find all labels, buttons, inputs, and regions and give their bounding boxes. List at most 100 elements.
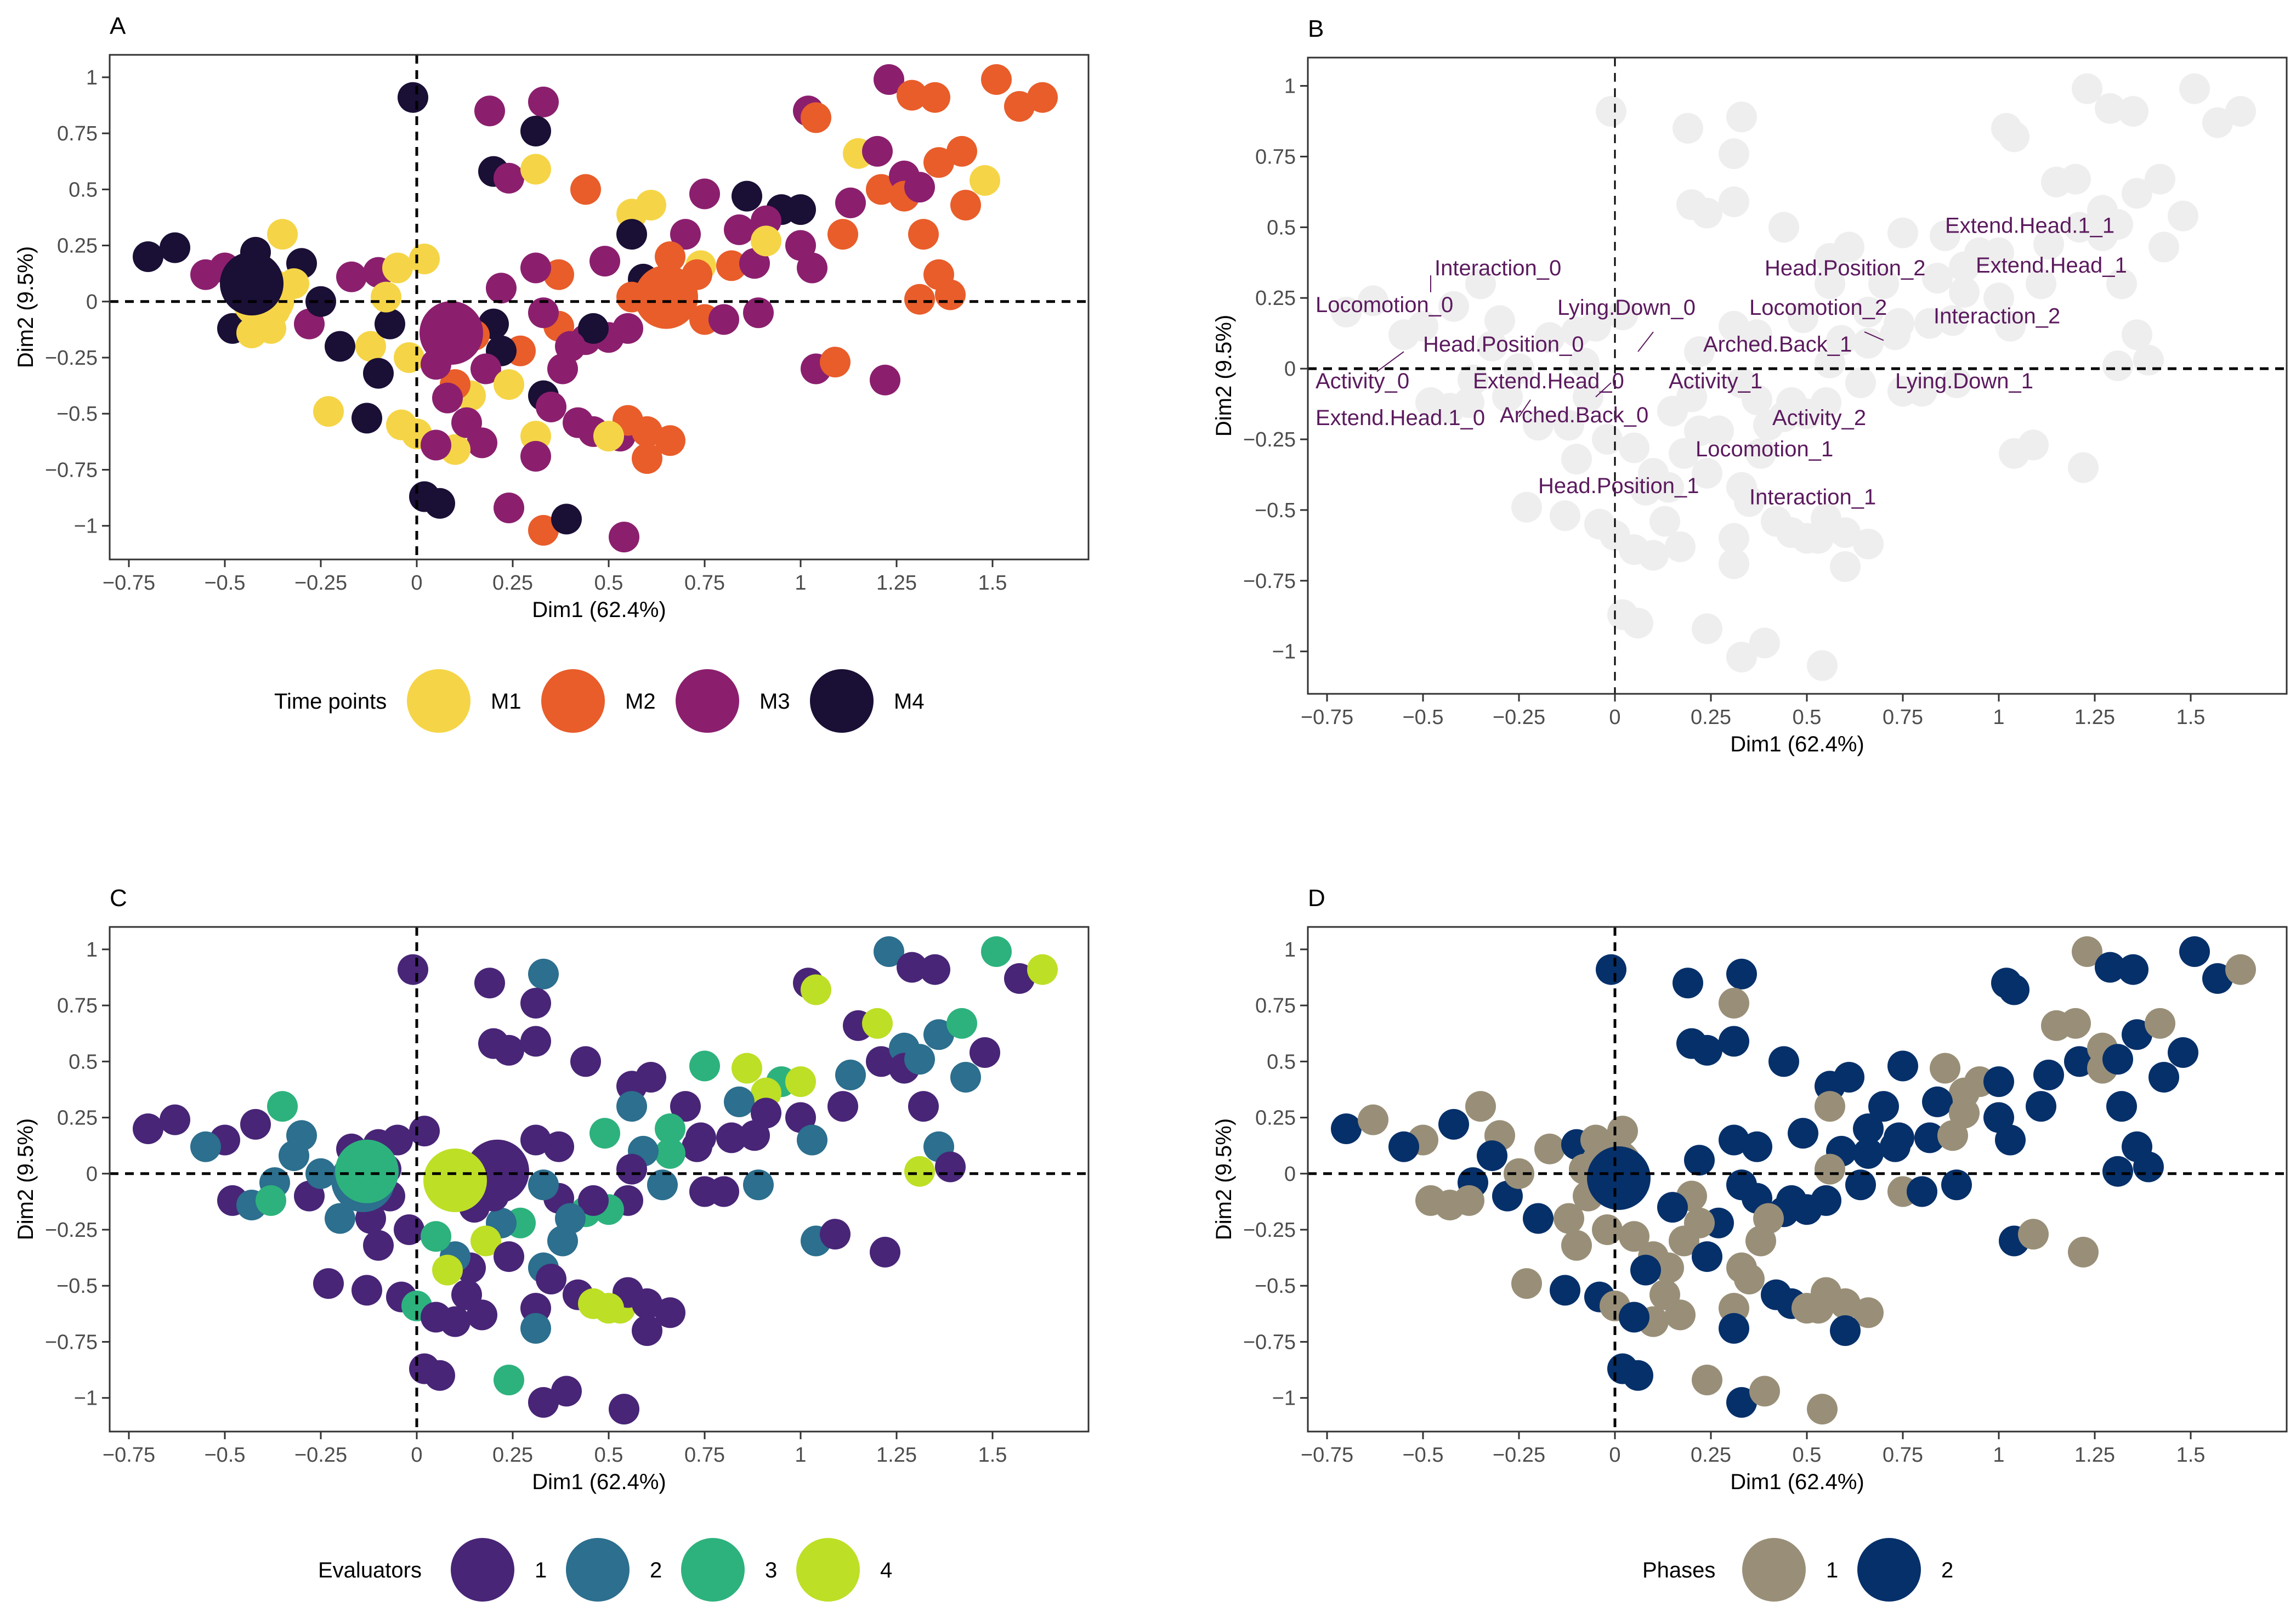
y-tick-label: −0.5 [1255,499,1296,522]
data-point [421,1302,451,1333]
background-point [1630,474,1661,506]
background-point [1726,101,1757,133]
legend-label: M4 [894,689,925,714]
data-point [528,86,559,117]
data-point [2068,1236,2099,1268]
y-tick-label: −0.25 [45,1219,98,1242]
label-connector [1518,399,1531,417]
data-point [670,219,701,250]
label-connector [1637,331,1654,352]
data-point [1669,1225,1699,1257]
data-point [551,504,582,535]
background-point [1719,310,1749,342]
data-point [1930,1053,1960,1084]
background-point [1999,121,2029,152]
data-point [923,147,954,178]
data-point [908,219,939,250]
background-point [1807,650,1838,681]
data-point [920,82,950,113]
label-connector [1864,331,1884,341]
data-point [421,429,451,461]
x-axis-title: Dim1 (62.4%) [532,1470,666,1494]
background-point [1983,237,2014,268]
y-tick-label: 0.25 [57,235,98,258]
data-point [1887,1050,1918,1082]
data-point [874,936,904,967]
data-point [371,281,401,313]
x-tick-label: 0.5 [1793,706,1822,729]
data-point [424,488,455,519]
background-point [1815,347,1845,378]
data-point [743,1169,774,1201]
background-point [1788,302,1818,333]
x-tick-label: −0.25 [1493,706,1545,729]
background-point [1853,297,1884,327]
data-point [835,187,866,218]
data-point [1815,1091,1845,1122]
background-point [1868,268,1899,299]
data-point [1596,954,1626,985]
y-tick-label: 0.25 [57,1107,98,1130]
category-label: Interaction_1 [1749,485,1876,510]
data-point [866,1046,897,1077]
background-point [2106,268,2137,299]
data-point [1657,1192,1688,1223]
background-point [1511,491,1542,523]
x-tick-label: 0.25 [1691,1444,1731,1467]
data-point [1830,1315,1861,1346]
data-point [256,1185,286,1216]
data-point [1776,1185,1807,1216]
data-point [382,252,413,284]
background-point [2133,344,2164,376]
background-point [1719,186,1749,217]
data-point [724,1086,755,1117]
data-point [732,1053,762,1084]
data-point [352,403,382,434]
data-point [2122,1019,2152,1050]
legend-label: M2 [625,689,656,714]
data-point [1719,988,1749,1019]
centroid-point [220,252,284,316]
data-point [923,1019,954,1050]
data-point [670,1091,701,1122]
data-point [870,1236,900,1268]
data-point [1792,1293,1822,1324]
y-tick-label: −0.25 [1243,1219,1296,1242]
data-point [528,1169,559,1201]
data-point [520,988,551,1019]
background-point [1853,327,1884,359]
data-point [716,250,747,281]
legend-key-M3 [676,669,739,733]
panel-letter: C [110,885,127,912]
y-tick-label: −0.25 [45,347,98,370]
data-point [708,304,739,335]
background-point [1580,310,1611,342]
data-point [421,1221,451,1252]
data-point [190,259,221,290]
y-tick-label: −1 [1272,641,1296,664]
background-point [1830,551,1861,582]
data-point [751,225,781,257]
data-point [520,252,551,284]
y-tick-label: 0.75 [57,122,98,145]
data-point [363,358,394,389]
label-connector [1595,382,1612,398]
data-point [632,416,662,447]
background-point [1665,531,1696,562]
data-point [578,313,609,344]
legend: Time points M1 M2 M3 M4 [274,669,925,733]
background-point [2033,229,2064,260]
category-label: Head.Position_0 [1423,332,1584,357]
data-point [1745,1225,1776,1257]
legend-title: Phases [1642,1558,1715,1582]
data-point [1742,1131,1772,1162]
panel-letter: A [110,13,126,39]
data-point [451,407,482,438]
background-point [2102,209,2133,240]
data-point [382,1124,413,1156]
data-point [1941,1169,1972,1201]
background-point [1983,282,2014,314]
background-point [1887,217,1918,248]
background-point [1941,367,1972,398]
